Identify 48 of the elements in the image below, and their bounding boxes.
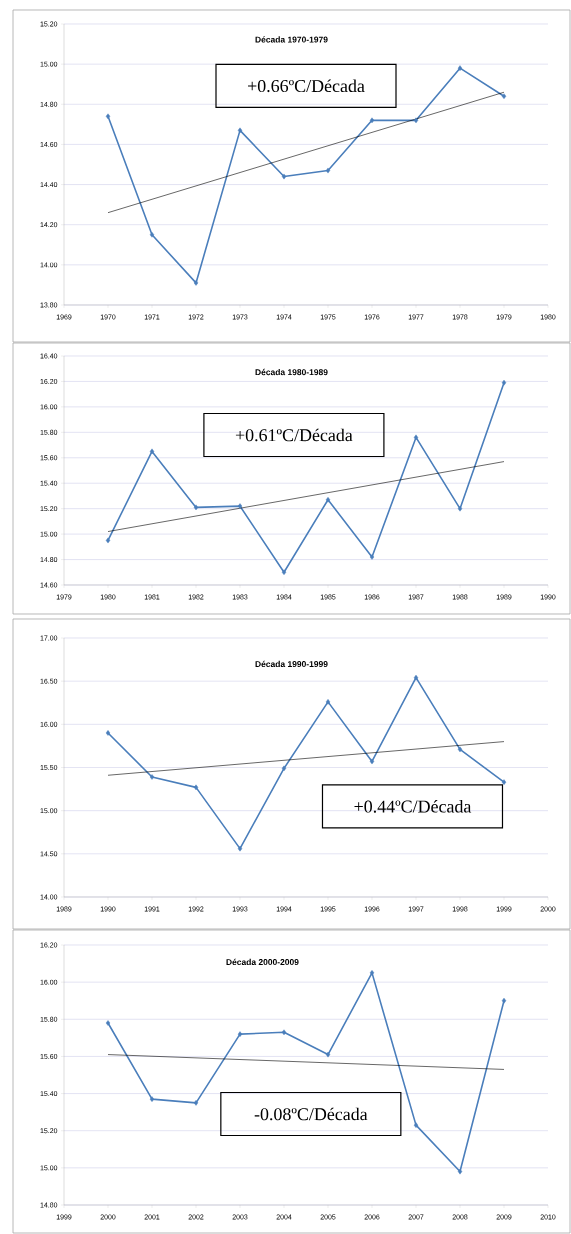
- point: [325, 699, 331, 705]
- point: [105, 113, 111, 120]
- point: [149, 448, 155, 455]
- point: [325, 496, 331, 503]
- point: [149, 231, 155, 238]
- point: [413, 117, 419, 124]
- point: [325, 1051, 331, 1058]
- point: [237, 1031, 243, 1037]
- point: [193, 784, 199, 791]
- point: [281, 765, 287, 772]
- text: Década 1990-1999: [255, 660, 328, 668]
- point: [369, 758, 375, 765]
- point: [457, 505, 463, 512]
- annotation: +0.61ºC/Década: [235, 428, 353, 442]
- point: [325, 167, 331, 174]
- text: Década 1970-1979: [255, 36, 328, 43]
- point: [501, 997, 507, 1004]
- point: [413, 674, 419, 681]
- point: [237, 503, 243, 509]
- text: Década 1980-1989: [255, 368, 328, 376]
- point: [237, 127, 243, 134]
- point: [105, 1020, 111, 1026]
- point: [501, 93, 507, 100]
- annotation: +0.44ºC/Década: [354, 799, 472, 813]
- point: [237, 845, 243, 852]
- annotation: -0.08ºC/Década: [254, 1107, 368, 1121]
- point: [501, 779, 507, 785]
- text: Década 2000-2009: [226, 958, 299, 966]
- point: [413, 1122, 419, 1128]
- point: [281, 1029, 287, 1036]
- point: [369, 554, 375, 560]
- point: [369, 970, 375, 976]
- point: [193, 504, 199, 511]
- point: [457, 1168, 463, 1175]
- point: [193, 280, 199, 286]
- point: [193, 1100, 199, 1106]
- annotation: +0.66ºC/Década: [248, 79, 365, 93]
- point: [457, 65, 463, 71]
- point: [149, 1096, 155, 1102]
- point: [501, 379, 507, 386]
- point: [281, 173, 287, 180]
- point: [281, 569, 287, 576]
- point: [457, 746, 463, 753]
- point: [369, 117, 375, 124]
- point: [149, 774, 155, 780]
- point: [413, 434, 419, 441]
- point: [105, 537, 111, 544]
- point: [105, 730, 111, 736]
